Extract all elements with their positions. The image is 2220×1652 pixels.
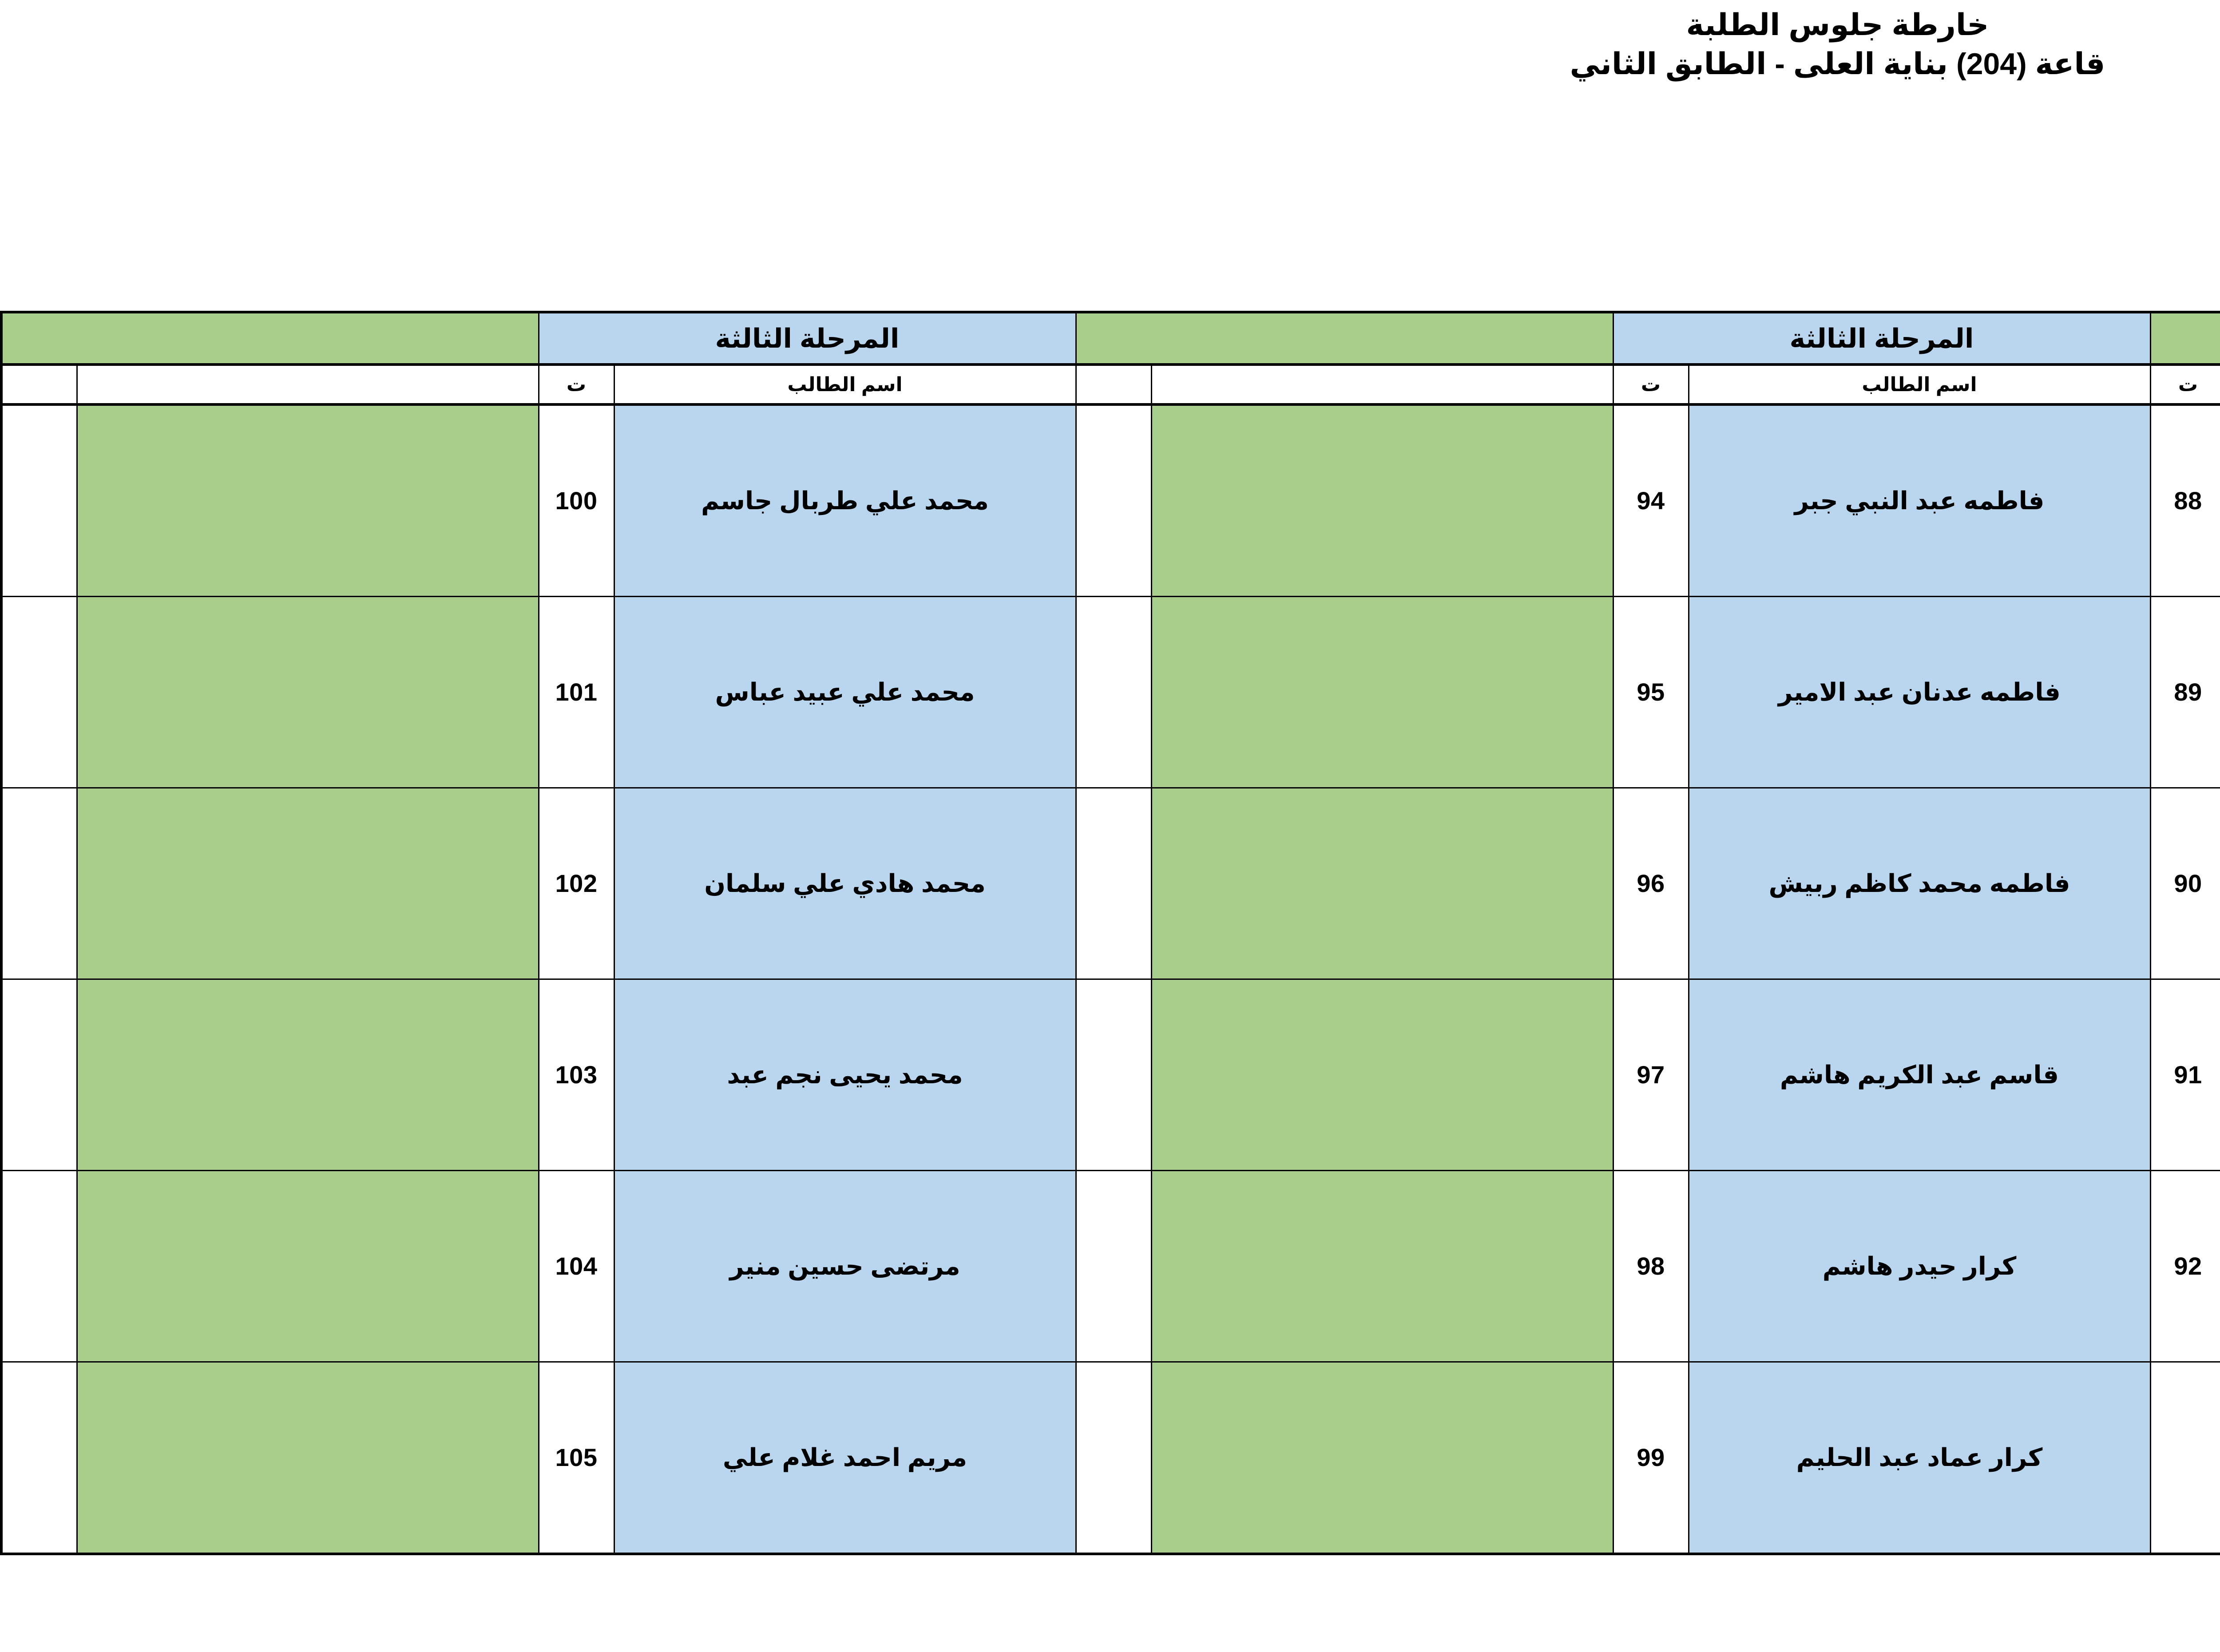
cell-student-name: فاطمه عبد النبي جبر [648,404,1110,597]
cell-student-name: مريم احمد غلام علي [0,1362,36,1554]
stage-header-block-3 [36,312,573,364]
cell-student-name: مرتضى حسين منير [0,1171,36,1362]
cell-student-name: فاطمه محمد كاظم ربيش [648,788,1110,979]
cell-seat-number: 88 [1647,404,1723,597]
column-header-index-block-4: ت [573,364,648,404]
hall-subtitle: قاعة (204) بناية العلى - الطابق الثاني [0,44,2220,83]
stage-header-block-4: المرحلة الثالثة [573,312,1110,364]
cell-seat-number [36,788,111,979]
cell-seat-number: 92 [1647,1171,1723,1362]
table-row: فاطمه ثائر مزهر جواد 92 نجلاء حامد خضير خل… [0,1171,2184,1362]
cell-seat-number: 98 [573,1171,648,1362]
cell-student-name: فاطمه عدنان عبد الامير [648,597,1110,788]
stage-header-block-6-right: المرحلة الثالثة [1647,312,2184,364]
cell-seat-number: 99 [573,1362,648,1554]
document-title: خارطة جلوس الطلبة [0,5,2220,44]
cell-seat-number: 91 [1647,979,1723,1171]
cell-seat-number: 97 [573,979,648,1171]
cell-student-name: فاطمه ثائر مزهر جواد [1723,1171,2184,1362]
stage-header-block-5: المرحلة الأولى [1110,312,1647,364]
seating-table: المرحلة الثالثة المرحلة الأولى المرحلة الث… [0,311,2186,1555]
column-header-name-block-5: اسم الطالب [1185,364,1647,404]
column-header-index-block-6-right: ت [1647,364,1723,404]
cell-student-name: غفران سمير جابر مغامس [1723,597,2184,788]
cell-seat-number: 96 [573,788,648,979]
cell-student-name [111,1362,573,1554]
table-row: غفران سمير جابر مغامس 89 كميل عماد جاسم جي… [0,597,2184,788]
cell-student-name [1185,1362,1647,1554]
cell-seat-number: 94 [573,404,648,597]
cell-seat-number [36,979,111,1171]
cell-student-name: محمد علي عبيد عباس [0,597,36,788]
page-header: جامعة وارث الانبياء (ع) كلية الادارة وال… [0,0,2220,306]
cell-student-name: كرار حيدر جبر كسار [1185,404,1647,597]
seating-map: المرحلة الثالثة المرحلة الأولى المرحلة الث… [0,311,2186,1555]
cell-seat-number [36,1362,111,1554]
table-body: علي مصطفى عبد الامير 88 كرار حيدر جبر كسار… [0,404,2184,1554]
cell-student-name: كميل عماد جاسم جيثوم [1185,597,1647,788]
cell-student-name: فاطمة حامد عجيل ثجيل [1723,788,2184,979]
table-row: فاطمه حيدر صبيح ستار 93 كرار عماد عبد الحل… [0,1362,2184,1554]
cell-seat-number: 89 [1110,597,1185,788]
stage-header-block-2: المرحلة الثالثة [0,312,36,364]
cell-student-name: محمد هادي علي سلمان [0,788,36,979]
cell-seat-number: 91 [1110,979,1185,1171]
column-header-name-block-2: اسم الطالب [0,364,36,404]
cell-seat-number: 95 [573,597,648,788]
cell-student-name: محمود مانع عواد علي [1185,979,1647,1171]
column-header-name-block-6-right: اسم الطالب [1723,364,2184,404]
page-title: خارطة جلوس الطلبة قاعة (204) بناية العلى… [0,5,2220,84]
cell-student-name [111,979,573,1171]
cell-seat-number: 93 [1647,1362,1723,1554]
department-name: قسم المحاسبة [1859,81,2184,119]
column-header-name-block-3 [111,364,573,404]
cell-student-name [111,404,573,597]
cell-student-name: محمد علي طربال جاسم [0,404,36,597]
cell-student-name: قاسم عبد الكريم هاشم [648,979,1110,1171]
column-header-index-block-5: ت [1110,364,1185,404]
cell-student-name: محمد يحيى نجم عبد [0,979,36,1171]
cell-student-name: فاطمه حيدر صبيح ستار [1723,1362,2184,1554]
cell-seat-number [36,597,111,788]
cell-student-name [111,788,573,979]
cell-seat-number [36,404,111,597]
cell-seat-number: 92 [1110,1171,1185,1362]
cell-student-name: كرار حيدر هاشم [648,1171,1110,1362]
cell-seat-number: 90 [1110,788,1185,979]
cell-student-name: نجلاء حامد خضير خليل [1185,1171,1647,1362]
cell-seat-number [1110,1362,1185,1554]
column-header-index-block-3 [36,364,111,404]
cell-student-name [111,597,573,788]
cell-seat-number: 88 [1110,404,1185,597]
table-row: فاطمة حامد عجيل ثجيل 90 محمد حسين صالح عطي… [0,788,2184,979]
cell-student-name: كرار عماد عبد الحليم [648,1362,1110,1554]
table-sub-header-row: اسم الطالبتاسم الطالبتاسم الطالبتاسم الط… [0,364,2184,404]
cell-seat-number: 90 [1647,788,1723,979]
table-group-header-row: المرحلة الثالثة المرحلة الأولى المرحلة الث… [0,312,2184,364]
cell-student-name: علي مصطفى عبد الامير [1723,404,2184,597]
table-row: فاطمه ثامر كاظم خضر 91 محمود مانع عواد علي… [0,979,2184,1171]
cell-student-name [111,1171,573,1362]
cell-seat-number: 89 [1647,597,1723,788]
cell-student-name: محمد حسين صالح عطيه [1185,788,1647,979]
cell-student-name: فاطمه ثامر كاظم خضر [1723,979,2184,1171]
table-row: علي مصطفى عبد الامير 88 كرار حيدر جبر كسار… [0,404,2184,597]
column-header-name-block-4: اسم الطالب [648,364,1110,404]
cell-seat-number [36,1171,111,1362]
